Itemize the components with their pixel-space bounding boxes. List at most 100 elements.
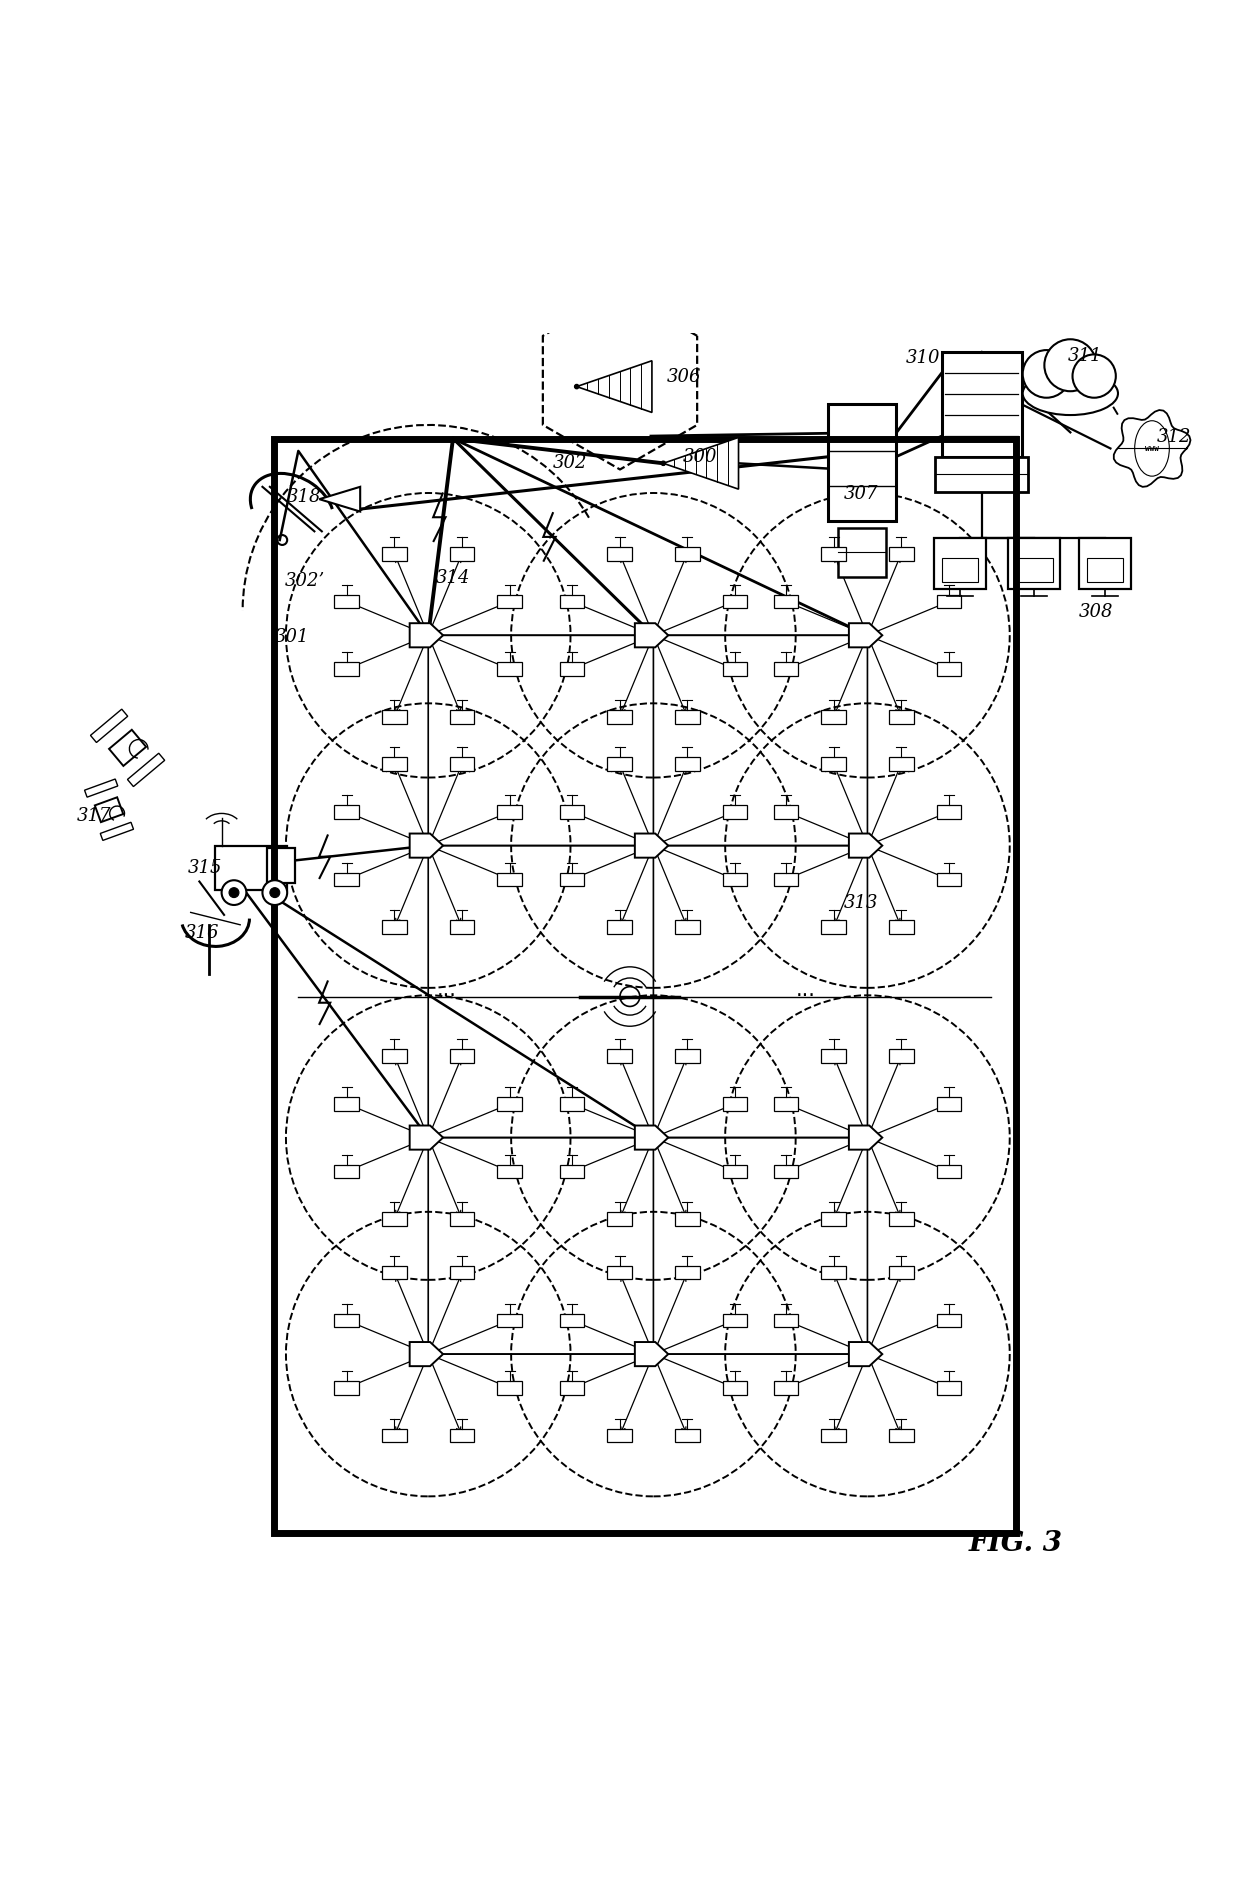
FancyBboxPatch shape — [335, 1380, 360, 1394]
FancyBboxPatch shape — [450, 920, 475, 933]
FancyBboxPatch shape — [608, 1428, 632, 1443]
FancyBboxPatch shape — [216, 845, 288, 891]
Text: www: www — [1145, 444, 1159, 453]
FancyBboxPatch shape — [1086, 558, 1123, 583]
FancyBboxPatch shape — [559, 1097, 584, 1110]
FancyBboxPatch shape — [335, 1314, 360, 1327]
FancyBboxPatch shape — [936, 1380, 961, 1394]
Polygon shape — [635, 623, 668, 647]
FancyBboxPatch shape — [497, 872, 522, 885]
FancyBboxPatch shape — [382, 710, 407, 724]
Text: 310: 310 — [906, 348, 940, 367]
FancyBboxPatch shape — [450, 1428, 475, 1443]
Text: 314: 314 — [435, 569, 470, 586]
Text: 302’: 302’ — [284, 571, 325, 590]
Circle shape — [270, 887, 280, 897]
Circle shape — [661, 461, 666, 465]
FancyBboxPatch shape — [821, 920, 846, 933]
Text: 302: 302 — [553, 455, 588, 472]
Text: 300: 300 — [683, 447, 718, 466]
FancyBboxPatch shape — [382, 920, 407, 933]
FancyBboxPatch shape — [889, 758, 914, 771]
FancyBboxPatch shape — [675, 1213, 699, 1226]
FancyBboxPatch shape — [774, 1097, 799, 1110]
FancyBboxPatch shape — [889, 1213, 914, 1226]
Circle shape — [229, 887, 239, 897]
Circle shape — [574, 385, 579, 388]
FancyBboxPatch shape — [559, 872, 584, 885]
FancyBboxPatch shape — [941, 352, 1022, 457]
FancyBboxPatch shape — [450, 1266, 475, 1279]
FancyBboxPatch shape — [723, 594, 748, 607]
FancyBboxPatch shape — [608, 920, 632, 933]
Polygon shape — [91, 708, 128, 743]
Polygon shape — [409, 834, 443, 857]
FancyBboxPatch shape — [559, 805, 584, 819]
FancyBboxPatch shape — [1079, 537, 1131, 590]
FancyBboxPatch shape — [723, 872, 748, 885]
Text: 301: 301 — [275, 628, 310, 645]
FancyBboxPatch shape — [608, 1049, 632, 1062]
Polygon shape — [635, 1125, 668, 1150]
Polygon shape — [409, 1125, 443, 1150]
Circle shape — [222, 880, 247, 904]
FancyBboxPatch shape — [675, 758, 699, 771]
Circle shape — [1044, 339, 1096, 390]
FancyBboxPatch shape — [382, 546, 407, 560]
FancyBboxPatch shape — [934, 537, 986, 590]
FancyBboxPatch shape — [821, 1428, 846, 1443]
Polygon shape — [849, 1125, 883, 1150]
FancyBboxPatch shape — [774, 1314, 799, 1327]
FancyBboxPatch shape — [450, 546, 475, 560]
FancyBboxPatch shape — [1017, 558, 1053, 583]
Polygon shape — [100, 823, 134, 840]
Polygon shape — [320, 487, 360, 512]
FancyBboxPatch shape — [450, 758, 475, 771]
FancyBboxPatch shape — [936, 805, 961, 819]
FancyBboxPatch shape — [382, 1049, 407, 1062]
Polygon shape — [635, 1342, 668, 1367]
FancyBboxPatch shape — [936, 1097, 961, 1110]
FancyBboxPatch shape — [828, 404, 897, 522]
FancyBboxPatch shape — [675, 1266, 699, 1279]
FancyBboxPatch shape — [559, 594, 584, 607]
Polygon shape — [849, 1342, 883, 1367]
FancyBboxPatch shape — [268, 847, 295, 883]
Circle shape — [263, 880, 288, 904]
Polygon shape — [849, 623, 883, 647]
FancyBboxPatch shape — [675, 1428, 699, 1443]
Polygon shape — [94, 798, 123, 823]
FancyBboxPatch shape — [723, 805, 748, 819]
FancyBboxPatch shape — [450, 1049, 475, 1062]
Text: 312: 312 — [1157, 428, 1192, 446]
FancyBboxPatch shape — [889, 1049, 914, 1062]
FancyBboxPatch shape — [723, 1314, 748, 1327]
FancyBboxPatch shape — [335, 805, 360, 819]
FancyBboxPatch shape — [935, 457, 1028, 491]
FancyBboxPatch shape — [1008, 537, 1060, 590]
Text: 307: 307 — [844, 486, 878, 503]
FancyBboxPatch shape — [497, 594, 522, 607]
FancyBboxPatch shape — [936, 1314, 961, 1327]
Text: 315: 315 — [188, 859, 223, 878]
Polygon shape — [109, 729, 146, 765]
FancyBboxPatch shape — [382, 758, 407, 771]
FancyBboxPatch shape — [889, 546, 914, 560]
Polygon shape — [1114, 409, 1190, 487]
FancyBboxPatch shape — [723, 663, 748, 676]
FancyBboxPatch shape — [497, 805, 522, 819]
FancyBboxPatch shape — [889, 710, 914, 724]
Polygon shape — [663, 438, 739, 489]
FancyBboxPatch shape — [838, 527, 885, 577]
FancyBboxPatch shape — [889, 920, 914, 933]
FancyBboxPatch shape — [936, 872, 961, 885]
FancyBboxPatch shape — [497, 663, 522, 676]
Text: 311: 311 — [1068, 347, 1102, 366]
FancyBboxPatch shape — [936, 663, 961, 676]
FancyBboxPatch shape — [382, 1266, 407, 1279]
FancyBboxPatch shape — [608, 1266, 632, 1279]
FancyBboxPatch shape — [675, 546, 699, 560]
FancyBboxPatch shape — [821, 1213, 846, 1226]
FancyBboxPatch shape — [675, 920, 699, 933]
FancyBboxPatch shape — [936, 1165, 961, 1179]
